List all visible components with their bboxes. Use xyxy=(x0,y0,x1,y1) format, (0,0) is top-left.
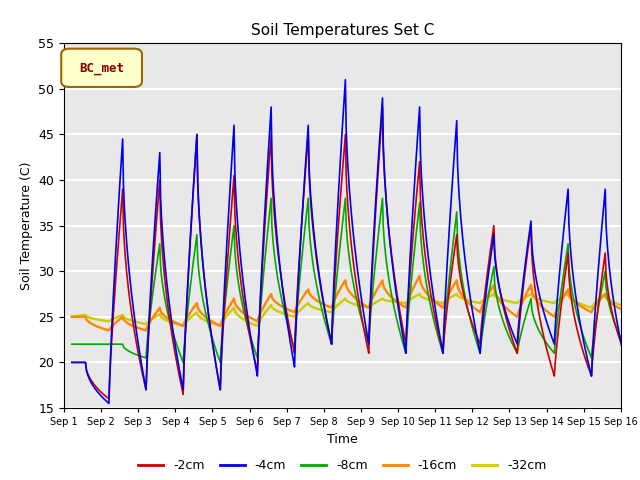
X-axis label: Time: Time xyxy=(327,432,358,445)
Title: Soil Temperatures Set C: Soil Temperatures Set C xyxy=(251,23,434,38)
FancyBboxPatch shape xyxy=(61,48,142,87)
Legend: -2cm, -4cm, -8cm, -16cm, -32cm: -2cm, -4cm, -8cm, -16cm, -32cm xyxy=(133,455,552,478)
Text: BC_met: BC_met xyxy=(79,61,124,74)
Y-axis label: Soil Temperature (C): Soil Temperature (C) xyxy=(20,161,33,290)
